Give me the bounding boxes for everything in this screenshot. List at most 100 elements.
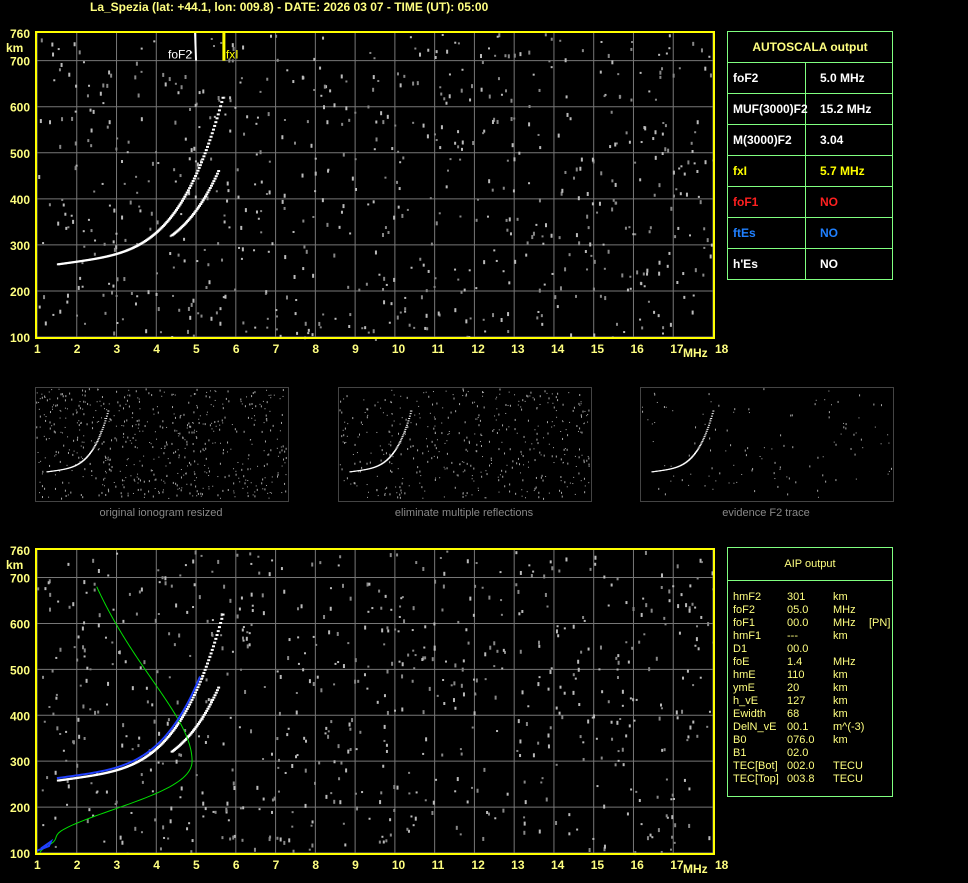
thumb-noise	[747, 447, 749, 450]
thumb-noise	[92, 416, 94, 418]
thumb-noise	[543, 454, 545, 457]
thumb-trace	[685, 461, 688, 463]
noise-point	[427, 48, 430, 52]
thumb-noise	[209, 390, 211, 392]
thumb-noise	[82, 476, 84, 478]
noise-point	[112, 240, 115, 244]
thumb-noise	[530, 391, 532, 394]
thumb-noise	[84, 401, 86, 403]
o-trace-point	[169, 733, 173, 736]
thumb-noise	[133, 478, 135, 481]
noise-point	[271, 810, 274, 814]
noise-point	[382, 840, 385, 844]
o-trace-point	[157, 746, 161, 749]
noise-point	[563, 691, 566, 695]
thumb-noise	[145, 388, 147, 391]
thumb-noise	[234, 428, 236, 431]
thumb-noise	[162, 420, 164, 423]
noise-point	[93, 190, 96, 193]
thumb-noise	[828, 411, 830, 414]
noise-point	[598, 668, 601, 671]
noise-point	[37, 587, 40, 591]
noise-point	[404, 296, 407, 299]
noise-point	[231, 650, 234, 653]
noise-point	[628, 226, 631, 229]
aip-row: foF2 05.0 MHz	[728, 604, 892, 617]
thumb-noise	[122, 445, 124, 448]
noise-point	[538, 288, 541, 293]
thumb-noise	[285, 457, 287, 460]
thumb-noise	[759, 456, 761, 458]
thumb-trace	[701, 440, 704, 442]
thumb-noise	[205, 447, 207, 450]
noise-point	[514, 259, 517, 264]
noise-point	[582, 615, 585, 619]
thumb-noise	[38, 408, 40, 410]
noise-point	[262, 611, 265, 616]
thumb-noise	[578, 456, 580, 459]
thumb-noise	[247, 492, 249, 494]
thumb-noise	[129, 440, 131, 442]
noise-point	[496, 730, 499, 733]
noise-point	[371, 607, 374, 610]
noise-point	[295, 691, 298, 694]
thumb-noise	[268, 453, 270, 456]
thumb-noise	[465, 394, 467, 397]
aip-cell: 110	[787, 669, 805, 681]
thumb-noise	[352, 417, 354, 420]
thumb-noise	[222, 489, 224, 492]
noise-point	[674, 823, 677, 828]
thumb-noise	[65, 495, 67, 498]
thumb-noise	[376, 475, 378, 477]
noise-point	[258, 571, 261, 575]
thumb-noise	[402, 477, 404, 479]
thumb-noise	[577, 430, 579, 432]
thumb-noise	[451, 461, 453, 464]
param-name: ftEs	[728, 218, 806, 248]
aip-fitted-trace	[56, 676, 201, 780]
noise-point	[215, 190, 218, 193]
thumb-noise	[109, 459, 111, 461]
noise-point	[439, 556, 442, 559]
noise-point	[603, 804, 606, 809]
noise-point	[122, 619, 125, 623]
o-trace-point	[179, 201, 183, 204]
thumb-noise	[219, 428, 221, 431]
noise-point	[49, 120, 52, 125]
thumb-noise	[704, 423, 706, 425]
noise-point	[699, 558, 702, 563]
noise-point	[528, 122, 531, 127]
thumb-noise	[483, 391, 485, 393]
noise-point	[634, 233, 637, 236]
noise-point	[382, 287, 385, 291]
noise-point	[672, 585, 675, 588]
noise-point	[578, 241, 581, 246]
noise-point	[197, 735, 200, 738]
noise-point	[457, 278, 460, 281]
noise-point	[577, 659, 580, 664]
noise-point	[200, 314, 203, 318]
thumb-noise	[521, 489, 523, 491]
thumb-trace	[709, 420, 712, 422]
thumb-noise	[179, 432, 181, 435]
noise-point	[377, 79, 380, 82]
thumb-noise	[222, 449, 224, 452]
noise-point	[421, 658, 424, 662]
noise-point	[170, 584, 173, 588]
thumb-noise	[186, 443, 188, 446]
noise-point	[86, 666, 89, 670]
thumb-trace	[386, 459, 389, 461]
thumb-noise	[104, 417, 106, 419]
noise-point	[268, 837, 271, 842]
noise-point	[516, 749, 519, 752]
noise-point	[363, 673, 366, 677]
y-axis-label: km	[6, 41, 23, 55]
thumb-noise	[210, 404, 212, 406]
thumb-noise	[126, 419, 128, 422]
o-trace-point	[210, 648, 214, 651]
o-trace-point	[208, 139, 212, 142]
thumb-trace	[702, 439, 705, 441]
noise-point	[555, 763, 558, 766]
noise-point	[667, 148, 670, 153]
param-name: foF2	[728, 63, 806, 93]
